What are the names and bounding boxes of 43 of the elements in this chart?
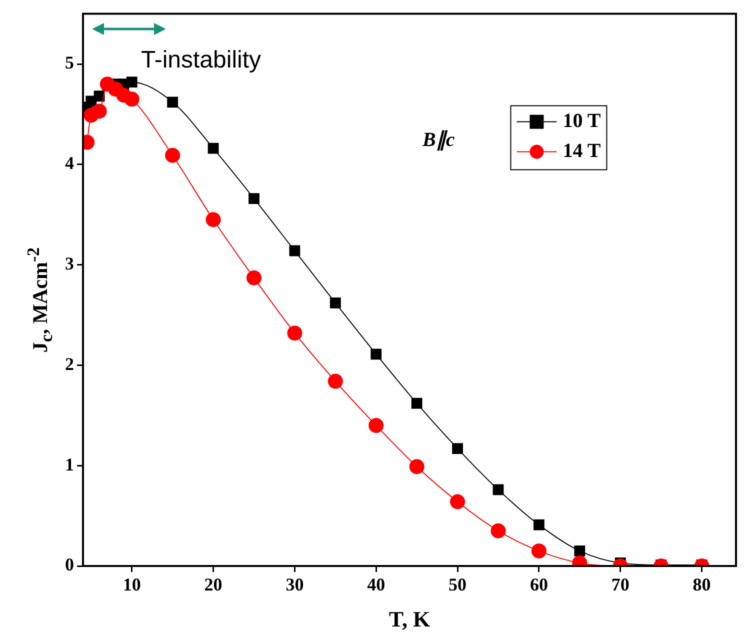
point — [452, 443, 463, 454]
annotation: T-instability — [141, 46, 262, 74]
point — [289, 245, 300, 256]
point — [126, 76, 138, 88]
y-tick-label: 0 — [65, 554, 74, 575]
point — [492, 484, 504, 496]
x-tick-label: 70 — [611, 574, 630, 594]
x-tick-label: 40 — [367, 574, 386, 594]
point — [287, 326, 302, 341]
y-tick-label: 1 — [65, 454, 74, 474]
point — [246, 270, 262, 286]
point — [165, 148, 180, 163]
annotation: B∥c — [422, 128, 455, 151]
point — [167, 96, 178, 108]
x-tick-label: 20 — [204, 574, 222, 594]
point — [92, 104, 107, 119]
x-tick-label: 30 — [286, 574, 304, 594]
x-tick-label: 80 — [692, 574, 711, 594]
y-tick-label: 3 — [65, 253, 74, 274]
point — [208, 142, 219, 154]
point — [124, 92, 140, 107]
y-tick-label: 2 — [65, 354, 74, 374]
y-tick-label: 5 — [65, 52, 74, 73]
point — [370, 348, 382, 360]
y-tick-label: 4 — [65, 153, 74, 174]
x-axis-title: T, K — [388, 606, 430, 632]
point — [328, 374, 343, 389]
x-tick-label: 10 — [122, 574, 141, 594]
point — [411, 398, 422, 409]
point — [206, 212, 221, 228]
point — [330, 298, 341, 308]
point — [450, 494, 466, 510]
point — [574, 545, 586, 556]
x-tick-label: 50 — [448, 574, 467, 594]
point — [490, 523, 506, 538]
point — [534, 519, 544, 530]
point — [409, 459, 424, 474]
point — [248, 193, 260, 204]
legend-label: 10 T — [562, 110, 602, 132]
x-tick-label: 60 — [530, 574, 548, 594]
point — [368, 418, 384, 433]
legend-label: 14 T — [562, 140, 602, 162]
point — [531, 543, 546, 558]
